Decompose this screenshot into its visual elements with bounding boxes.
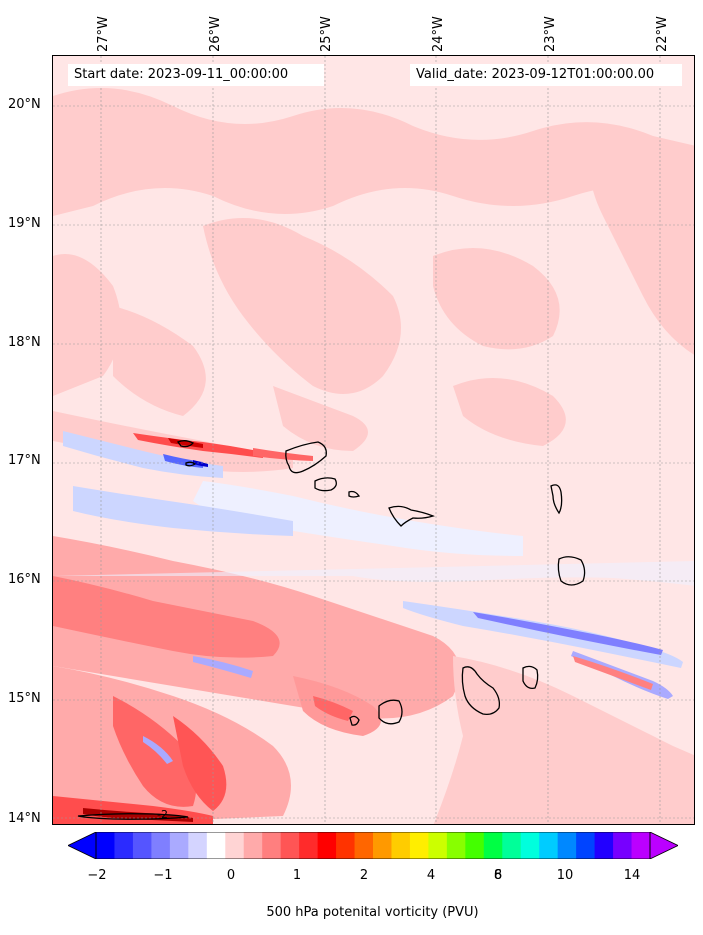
colorbar-cell <box>206 832 226 859</box>
lat-label: 16°N <box>8 572 41 587</box>
island-brava <box>349 715 360 726</box>
colorbar-cell <box>465 832 485 859</box>
colorbar-cell <box>520 832 540 859</box>
island-santa-luzia <box>348 490 361 498</box>
lat-label: 18°N <box>8 335 41 350</box>
island-maio <box>522 665 539 689</box>
lon-label: 27°W <box>96 16 111 52</box>
lat-label: 20°N <box>8 97 41 112</box>
colorbar-cell <box>446 832 466 859</box>
lon-label: 24°W <box>431 16 446 52</box>
island-santiago <box>461 666 501 716</box>
colorbar-cell <box>428 832 448 859</box>
colorbar-tick: 0 <box>226 868 236 883</box>
colorbar-cell <box>280 832 300 859</box>
colorbar-cell <box>373 832 392 859</box>
colorbar-tick: 6 <box>493 868 503 883</box>
lat-label: 14°N <box>8 811 41 826</box>
colorbar-cell <box>576 832 596 859</box>
colorbar-cell <box>594 832 614 859</box>
colorbar-label: 500 hPa potenital vorticity (PVU) <box>266 905 479 920</box>
island-boa-vista <box>557 556 586 586</box>
pv-field: -2 <box>53 56 694 824</box>
colorbar-cell <box>391 832 411 859</box>
lat-label: 19°N <box>8 216 41 231</box>
colorbar-cell <box>557 832 577 859</box>
colorbar-cell <box>409 832 429 859</box>
lat-label: 17°N <box>8 453 41 468</box>
colorbar-tick: 2 <box>359 868 369 883</box>
colorbar-cell <box>317 832 337 859</box>
colorbar-cell <box>613 832 633 859</box>
colorbar-tick: 4 <box>426 868 436 883</box>
colorbar-tick: 14 <box>623 868 641 883</box>
colorbar-cell <box>132 832 152 859</box>
colorbar-cell <box>539 832 559 859</box>
colorbar <box>68 832 678 859</box>
lon-label: 23°W <box>543 16 558 52</box>
colorbar-cell <box>631 832 651 859</box>
colorbar-cell <box>169 832 189 859</box>
colorbar-cell <box>299 832 319 859</box>
island-santo-antao <box>285 441 327 474</box>
island-sao-vicente <box>314 477 337 492</box>
colorbar-cell <box>336 832 356 859</box>
colorbar-tick: 1 <box>292 868 302 883</box>
colorbar-tick: −2 <box>87 868 107 883</box>
island-fogo <box>378 699 403 725</box>
gridlines <box>53 56 694 824</box>
colorbar-cell <box>483 832 503 859</box>
colorbar-cell <box>96 832 115 859</box>
colorbar-tick: −1 <box>153 868 173 883</box>
colorbar-tick: 10 <box>556 868 574 883</box>
colorbar-cell <box>225 832 245 859</box>
colorbar-cell <box>502 832 522 859</box>
lon-label: 22°W <box>655 16 670 52</box>
island-sao-nicolau <box>388 505 435 527</box>
island-sal <box>550 484 563 515</box>
colorbar-cell <box>151 832 171 859</box>
valid-date-label: Valid_date: 2023-09-12T01:00:00.00 <box>410 64 682 86</box>
colorbar-cell <box>114 832 134 859</box>
lon-label: 25°W <box>319 16 334 52</box>
colorbar-cell <box>354 832 374 859</box>
start-date-label: Start date: 2023-09-11_00:00:00 <box>68 64 324 86</box>
colorbar-cell <box>243 832 263 859</box>
islands <box>77 440 586 820</box>
colorbar-extend-low <box>68 832 97 859</box>
lon-label: 26°W <box>208 16 223 52</box>
colorbar-cell <box>188 832 208 859</box>
map-panel: -2 <box>52 55 695 825</box>
lat-label: 15°N <box>8 691 41 706</box>
contour-label: -2 <box>157 808 168 821</box>
colorbar-extend-high <box>649 832 678 859</box>
colorbar-cell <box>262 832 282 859</box>
colorbar-tick: 8 <box>493 868 503 883</box>
